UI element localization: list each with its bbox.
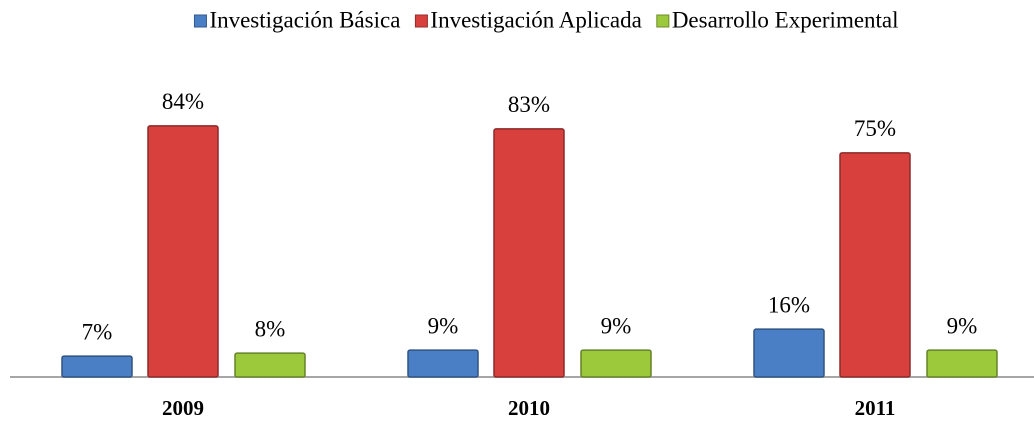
data-label: 84%	[162, 89, 204, 114]
bar	[147, 125, 219, 378]
legend-swatch	[656, 14, 670, 28]
bar	[234, 352, 306, 378]
bar	[407, 349, 479, 378]
legend-label: Investigación Aplicada	[430, 7, 641, 32]
x-tick-label: 2010	[508, 396, 550, 420]
legend-swatch	[414, 14, 428, 28]
bar	[493, 128, 565, 378]
data-label: 9%	[601, 313, 632, 338]
legend-label: Desarrollo Experimental	[672, 7, 899, 32]
data-label: 8%	[255, 316, 286, 341]
x-tick-label: 2011	[855, 396, 896, 420]
bar	[753, 328, 825, 378]
x-tick-label: 2009	[162, 396, 204, 420]
bar	[839, 152, 911, 378]
legend-swatch	[193, 14, 207, 28]
data-label: 83%	[508, 92, 550, 117]
bar	[580, 349, 652, 378]
data-label: 9%	[947, 313, 978, 338]
legend-label: Investigación Básica	[209, 7, 400, 32]
data-label: 7%	[82, 319, 113, 344]
data-label: 9%	[428, 313, 459, 338]
bar	[926, 349, 998, 378]
bar	[61, 355, 133, 378]
data-label: 16%	[768, 292, 810, 317]
data-label: 75%	[854, 116, 896, 141]
